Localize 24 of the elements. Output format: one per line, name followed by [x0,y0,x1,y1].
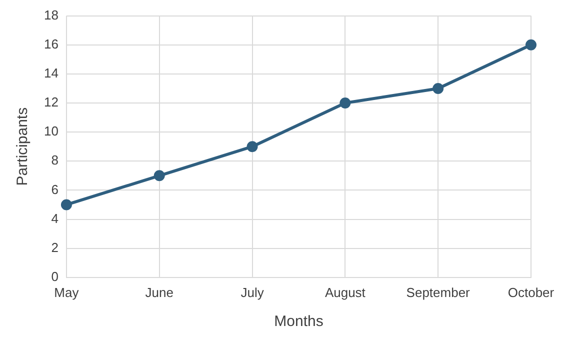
x-tick-label: June [145,284,174,300]
y-tick-label: 2 [51,240,58,255]
point [432,82,444,94]
y-tick-label: 14 [44,66,58,81]
x-tick-label: May [54,284,80,300]
x-axis-title: Months [274,313,324,330]
point [60,199,72,210]
point [340,98,351,108]
x-tick-label: October [508,284,555,300]
y-tick-label: 12 [44,94,58,110]
point [154,170,165,182]
y-tick-label: 0 [51,268,58,284]
point [526,39,536,50]
y-tick-label: 16 [44,36,58,52]
point [246,141,258,152]
y-tick-label: 10 [44,124,58,139]
y-axis-title: Participants [14,107,32,186]
x-tick-label: July [240,284,264,300]
y-tick-label: 6 [51,182,58,197]
x-tick-label: August [324,284,366,300]
y-tick-label: 8 [51,152,58,168]
y-tick-label: 4 [51,210,58,226]
y-tick-label: 18 [44,7,58,22]
x-tick-label: September [406,284,471,300]
